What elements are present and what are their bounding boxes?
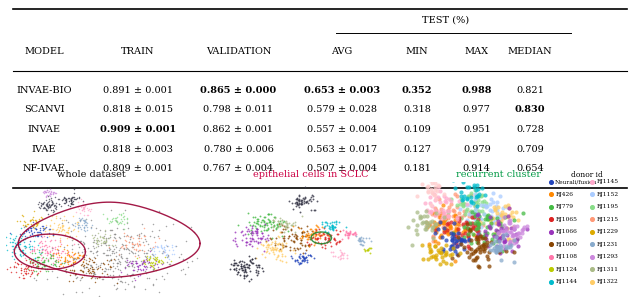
Text: AVG: AVG (332, 47, 353, 56)
Text: 0.127: 0.127 (403, 145, 431, 154)
Point (546, 192, 556, 197)
Text: 0.507 ± 0.004: 0.507 ± 0.004 (307, 164, 377, 173)
Text: MEDIAN: MEDIAN (508, 47, 552, 56)
Point (546, 179, 556, 184)
Text: IVAE: IVAE (32, 145, 56, 154)
Text: 0.654: 0.654 (516, 164, 544, 173)
Text: TRAIN: TRAIN (122, 47, 155, 56)
Point (587, 254, 597, 259)
Text: RJ1322: RJ1322 (596, 279, 618, 284)
Point (587, 204, 597, 209)
Text: Neurali/fusion: Neurali/fusion (556, 179, 598, 184)
Text: RJ1215: RJ1215 (596, 217, 619, 222)
Point (546, 242, 556, 247)
Text: INVAE: INVAE (28, 125, 61, 134)
Text: RJ1311: RJ1311 (596, 267, 619, 272)
Text: VALIDATION: VALIDATION (206, 47, 271, 56)
Text: RJ1108: RJ1108 (556, 254, 577, 259)
Text: 0.977: 0.977 (463, 105, 491, 114)
Text: TEST (%): TEST (%) (422, 16, 469, 25)
Text: 0.809 ± 0.001: 0.809 ± 0.001 (103, 164, 173, 173)
Point (546, 217, 556, 222)
Text: RJ1145: RJ1145 (596, 179, 619, 184)
Text: MODEL: MODEL (24, 47, 64, 56)
Point (546, 254, 556, 259)
Text: 0.653 ± 0.003: 0.653 ± 0.003 (304, 86, 380, 95)
Text: RJ1229: RJ1229 (596, 229, 618, 234)
Text: 0.352: 0.352 (402, 86, 433, 95)
Text: 0.767 ± 0.004: 0.767 ± 0.004 (204, 164, 273, 173)
Point (546, 279, 556, 284)
Text: SCANVI: SCANVI (24, 105, 65, 114)
Text: MAX: MAX (465, 47, 489, 56)
Text: epithelial cells in SCLC: epithelial cells in SCLC (253, 169, 369, 178)
Text: 0.557 ± 0.004: 0.557 ± 0.004 (307, 125, 377, 134)
Text: RJ1144: RJ1144 (556, 279, 577, 284)
Text: RJ1152: RJ1152 (596, 191, 619, 197)
Text: 0.181: 0.181 (403, 164, 431, 173)
Text: INVAE-BIO: INVAE-BIO (16, 86, 72, 95)
Point (587, 242, 597, 247)
Point (546, 229, 556, 234)
Point (546, 204, 556, 209)
Point (587, 192, 597, 197)
Point (587, 267, 597, 272)
Text: 0.988: 0.988 (461, 86, 492, 95)
Point (587, 229, 597, 234)
Text: 0.709: 0.709 (516, 145, 544, 154)
Text: 0.821: 0.821 (516, 86, 544, 95)
Text: 0.865 ± 0.000: 0.865 ± 0.000 (200, 86, 276, 95)
Text: 0.109: 0.109 (403, 125, 431, 134)
Text: 0.862 ± 0.001: 0.862 ± 0.001 (204, 125, 273, 134)
Point (587, 179, 597, 184)
Text: recurrent cluster: recurrent cluster (456, 169, 541, 178)
Text: MIN: MIN (406, 47, 429, 56)
Text: 0.914: 0.914 (463, 164, 491, 173)
Point (546, 267, 556, 272)
Text: 0.909 ± 0.001: 0.909 ± 0.001 (100, 125, 176, 134)
Text: RJ1293: RJ1293 (596, 254, 618, 259)
Point (587, 217, 597, 222)
Text: 0.728: 0.728 (516, 125, 544, 134)
Text: 0.830: 0.830 (515, 105, 545, 114)
Text: 0.979: 0.979 (463, 145, 491, 154)
Text: 0.579 ± 0.028: 0.579 ± 0.028 (307, 105, 377, 114)
Text: 0.818 ± 0.003: 0.818 ± 0.003 (103, 145, 173, 154)
Text: 0.891 ± 0.001: 0.891 ± 0.001 (103, 86, 173, 95)
Text: 0.318: 0.318 (403, 105, 431, 114)
Text: whole dataset: whole dataset (57, 169, 125, 178)
Text: RJ1124: RJ1124 (556, 267, 577, 272)
Text: NF-IVAE: NF-IVAE (22, 164, 65, 173)
Text: 0.798 ± 0.011: 0.798 ± 0.011 (204, 105, 273, 114)
Point (587, 279, 597, 284)
Text: RJ1065: RJ1065 (556, 217, 577, 222)
Text: 0.951: 0.951 (463, 125, 491, 134)
Text: 0.780 ± 0.006: 0.780 ± 0.006 (204, 145, 273, 154)
Text: RJ1195: RJ1195 (596, 204, 619, 209)
Text: 0.818 ± 0.015: 0.818 ± 0.015 (103, 105, 173, 114)
Text: RJ779: RJ779 (556, 204, 573, 209)
Text: donor id: donor id (572, 171, 603, 179)
Text: RJ1231: RJ1231 (596, 242, 618, 247)
Text: 0.563 ± 0.017: 0.563 ± 0.017 (307, 145, 377, 154)
Text: RJ426: RJ426 (556, 191, 573, 197)
Text: RJ1000: RJ1000 (556, 242, 577, 247)
Text: RJ1066: RJ1066 (556, 229, 577, 234)
